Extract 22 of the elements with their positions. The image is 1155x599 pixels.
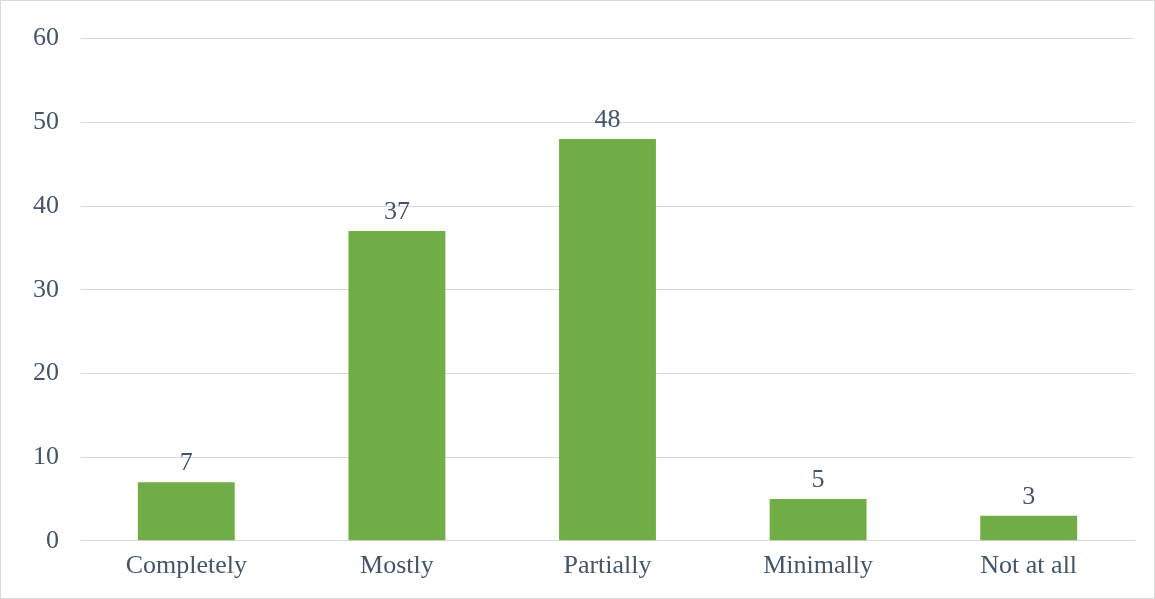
bar bbox=[137, 482, 235, 541]
data-label: 48 bbox=[594, 103, 621, 133]
y-tick-label: 20 bbox=[33, 357, 59, 387]
data-label: 37 bbox=[383, 195, 410, 225]
x-tick-label: Minimally bbox=[763, 550, 873, 580]
x-tick-label: Mostly bbox=[360, 550, 434, 580]
x-tick-label: Completely bbox=[125, 550, 247, 580]
bar bbox=[769, 498, 867, 541]
y-tick-label: 10 bbox=[33, 440, 59, 470]
bar bbox=[348, 231, 446, 541]
data-label: 7 bbox=[179, 447, 193, 477]
x-tick-label: Not at all bbox=[980, 550, 1078, 580]
data-label: 5 bbox=[811, 463, 825, 493]
x-tick-label: Partially bbox=[563, 550, 652, 580]
y-tick-label: 40 bbox=[33, 189, 59, 219]
y-tick-label: 0 bbox=[46, 524, 59, 554]
y-tick-label: 50 bbox=[33, 106, 59, 136]
y-tick-label: 30 bbox=[33, 273, 59, 303]
bar bbox=[559, 139, 656, 541]
y-tick-label: 60 bbox=[33, 22, 59, 52]
bar bbox=[980, 515, 1078, 541]
data-label: 3 bbox=[1022, 480, 1036, 510]
